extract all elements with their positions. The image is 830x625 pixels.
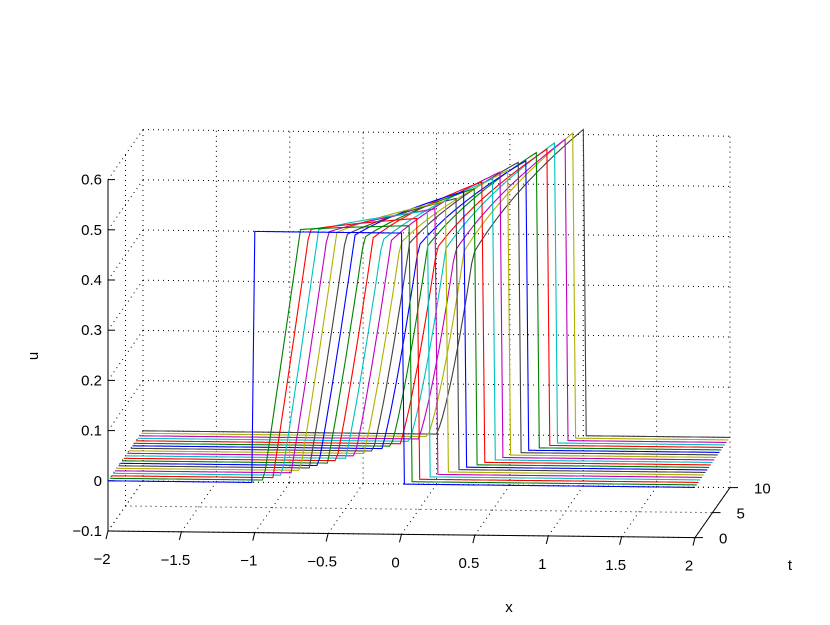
grid-line — [401, 484, 437, 535]
x-tick — [472, 535, 476, 544]
u-tick-label: 0.4 — [81, 272, 102, 289]
series-lines — [108, 128, 730, 488]
series-line — [113, 210, 701, 481]
x-tick — [105, 530, 109, 540]
x-tick-label: −0.5 — [307, 553, 337, 570]
grid-line — [142, 179, 731, 187]
t-tick-label: 10 — [754, 481, 771, 498]
x-axis-label: x — [505, 599, 513, 616]
series-line — [129, 169, 716, 458]
u-tick-label: 0 — [94, 473, 102, 490]
x-tick-label: 1 — [538, 556, 546, 573]
x-tick-label: −1 — [240, 553, 257, 570]
u-tick-label: 0.6 — [81, 172, 102, 189]
grid-line — [621, 486, 658, 538]
x-tick — [399, 534, 402, 543]
series-line — [139, 138, 727, 443]
series-line — [127, 171, 715, 461]
x-tick-label: 1.5 — [605, 557, 626, 574]
x-tick — [325, 533, 329, 542]
axes — [105, 179, 738, 546]
grid-line — [180, 481, 217, 533]
tick-labels: −2 −1.5 −1 −0.5 0 0.5 1 1.5 20510−0.100.10.20.30… — [72, 172, 770, 575]
u-tick-label: 0.3 — [81, 322, 102, 339]
x-tick — [692, 537, 696, 546]
series-line — [125, 177, 713, 463]
grid-line — [107, 129, 144, 180]
series-line — [116, 200, 704, 476]
u-tick-label: 0.2 — [81, 372, 102, 389]
series-line — [108, 230, 695, 488]
u-tick-label: −0.1 — [72, 523, 102, 540]
x-tick-label: 0 — [391, 554, 399, 571]
series-line — [122, 187, 709, 468]
u-axis-label: u — [25, 352, 42, 360]
series-line — [136, 148, 723, 448]
grid-line — [254, 482, 291, 533]
series-line — [143, 128, 730, 438]
x-tick — [252, 532, 256, 541]
u-tick-label: 0.1 — [81, 423, 102, 440]
series-line — [141, 131, 729, 441]
series-line — [132, 159, 720, 453]
t-axis-label: t — [788, 557, 793, 574]
u-tick-label: 0.5 — [81, 222, 102, 239]
series-line — [118, 197, 706, 473]
series-line — [137, 141, 725, 446]
series-line — [130, 161, 718, 456]
grid-line — [474, 484, 511, 536]
grid-line — [107, 179, 144, 231]
series-line — [109, 225, 697, 486]
x-tick-label: −2 — [93, 551, 110, 568]
x-tick — [545, 535, 549, 545]
x-tick-label: −1.5 — [161, 552, 191, 569]
x-tick-label: 2 — [685, 558, 693, 575]
t-tick-label: 5 — [737, 506, 745, 523]
x-tick — [178, 531, 182, 540]
t-tick-label: 0 — [719, 531, 727, 548]
series-line — [111, 217, 699, 483]
x-tick-label: 0.5 — [458, 555, 479, 572]
x-tick — [619, 536, 623, 545]
